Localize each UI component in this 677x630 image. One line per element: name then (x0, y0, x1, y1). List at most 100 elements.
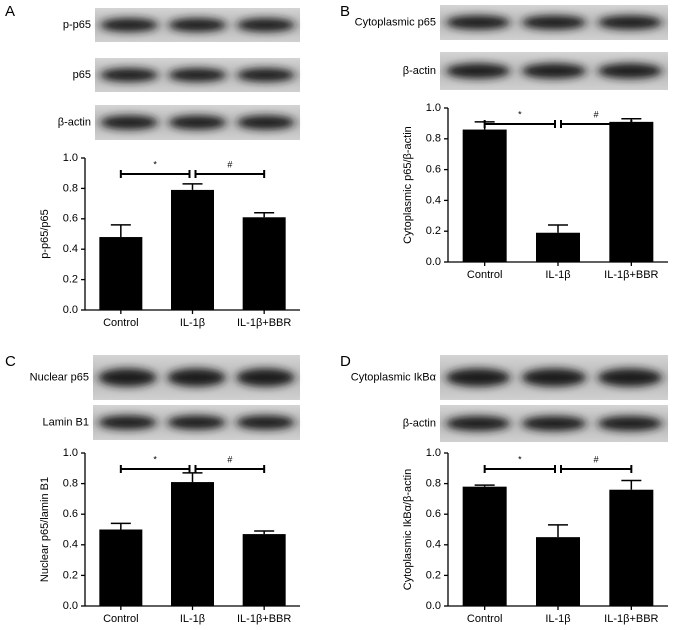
bar (99, 529, 143, 606)
y-tick-label: 0.2 (63, 569, 78, 581)
x-tick-label: IL-1β (180, 317, 205, 329)
blot-label: β-actin (403, 65, 436, 77)
y-axis-label: Cytoplasmic IkBα/β-actin (402, 469, 414, 591)
blot-band (598, 416, 662, 431)
blot-band (446, 368, 510, 387)
y-axis-label: Nuclear p65/lamin B1 (39, 477, 51, 582)
y-tick-label: 0.6 (63, 508, 78, 520)
significance-bracket (560, 120, 633, 128)
blot-label: β-actin (403, 417, 436, 429)
blot-band (522, 15, 586, 30)
significance-mark: * (518, 454, 522, 464)
y-tick-label: 0.4 (426, 194, 441, 206)
bar (536, 537, 580, 606)
blot-band (598, 368, 662, 387)
x-tick-label: IL-1β+BBR (237, 317, 291, 329)
blot-band (98, 368, 157, 387)
x-tick-label: IL-1β+BBR (237, 613, 291, 625)
y-axis-label: p-p65/p65 (39, 209, 51, 259)
blot-band (167, 415, 226, 430)
y-tick-label: 1.0 (63, 152, 78, 164)
error-bar (110, 224, 131, 238)
blot-band (236, 415, 295, 430)
x-tick-label: IL-1β+BBR (604, 269, 658, 281)
y-tick-label: 0.6 (63, 213, 78, 225)
significance-bracket (560, 465, 633, 473)
significance-bracket (194, 170, 266, 178)
x-tick-label: Control (103, 613, 138, 625)
y-axis-label: Cytoplasmic p65/β-actin (402, 126, 414, 244)
y-tick-label: 0.0 (426, 600, 441, 612)
bar (609, 489, 654, 606)
bar (171, 482, 214, 606)
y-tick-label: 0.4 (63, 539, 78, 551)
significance-bracket (194, 465, 266, 473)
y-tick-label: 0.0 (426, 256, 441, 268)
significance-mark: # (594, 454, 599, 464)
blot-label: Nuclear p65 (30, 371, 89, 383)
significance-mark: * (153, 454, 157, 464)
significance-bracket (483, 465, 556, 473)
y-tick-label: 0.8 (426, 133, 441, 145)
error-bar (110, 522, 131, 530)
y-tick-label: 1.0 (426, 447, 441, 459)
bar (242, 217, 286, 310)
y-tick-label: 0.8 (426, 478, 441, 490)
significance-bracket (119, 465, 191, 473)
y-tick-label: 0.2 (63, 274, 78, 286)
y-tick-label: 0.8 (63, 478, 78, 490)
blot-band (522, 368, 586, 387)
significance-mark: # (227, 454, 232, 464)
bar (462, 129, 507, 262)
blot-band (598, 15, 662, 30)
blot-band (522, 416, 586, 431)
panel-label: A (5, 3, 15, 20)
blot-band (598, 63, 662, 79)
x-tick-label: Control (467, 269, 502, 281)
blot-band (237, 115, 295, 130)
blot-band (167, 368, 226, 387)
bar (99, 237, 143, 310)
blot-label: β-actin (58, 116, 91, 128)
y-tick-label: 0.6 (426, 508, 441, 520)
blot-band (98, 415, 157, 430)
x-tick-label: IL-1β (545, 269, 570, 281)
y-tick-label: 0.4 (63, 243, 78, 255)
blot-label: Cytoplasmic p65 (355, 16, 436, 28)
blot-band (237, 68, 295, 82)
error-bar (182, 472, 203, 483)
blot-band (236, 368, 295, 387)
blot-label: Cytoplasmic IkBα (351, 371, 437, 383)
bar (242, 534, 286, 606)
significance-mark: # (594, 109, 599, 119)
error-bar (621, 479, 642, 490)
y-tick-label: 0.2 (426, 569, 441, 581)
significance-bracket (119, 170, 191, 178)
blot-band (168, 18, 227, 32)
blot-band (446, 416, 510, 431)
bar (609, 121, 654, 262)
panel-label: B (340, 3, 350, 20)
x-tick-label: Control (103, 317, 138, 329)
blot-band (237, 18, 295, 32)
y-tick-label: 0.4 (426, 539, 441, 551)
blot-band (446, 63, 510, 79)
y-tick-label: 1.0 (63, 447, 78, 459)
x-tick-label: IL-1β (545, 613, 570, 625)
bar (462, 486, 507, 606)
error-bar (254, 530, 275, 535)
error-bar (474, 484, 495, 487)
y-tick-label: 0.0 (63, 600, 78, 612)
significance-bracket (483, 120, 556, 128)
y-tick-label: 0.0 (63, 304, 78, 316)
x-tick-label: IL-1β (180, 613, 205, 625)
y-tick-label: 0.6 (426, 164, 441, 176)
blot-band (446, 15, 510, 30)
x-tick-label: Control (467, 613, 502, 625)
bar (536, 232, 580, 262)
blot-band (168, 68, 227, 82)
significance-mark: * (153, 159, 157, 169)
error-bar (182, 183, 203, 190)
y-tick-label: 1.0 (426, 102, 441, 114)
